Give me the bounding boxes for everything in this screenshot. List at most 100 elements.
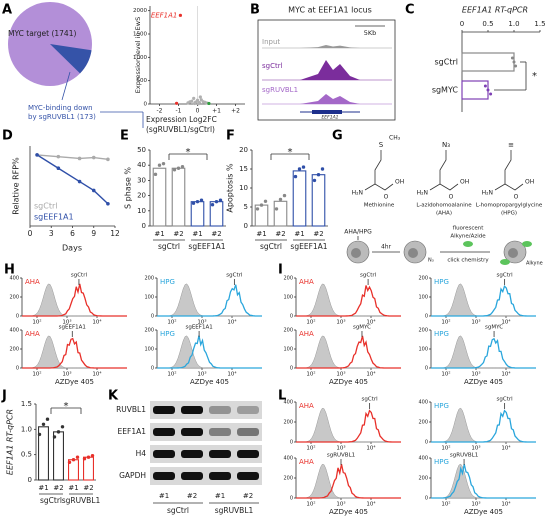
bond — [439, 150, 447, 184]
sample-label: sgCtrl — [360, 273, 377, 279]
molecule-name: (AHA) — [436, 211, 452, 217]
category-label: #2 — [313, 230, 323, 238]
bar — [311, 174, 326, 227]
category-label: #1 — [294, 230, 304, 238]
molecule-name: L-azidohomoalanine — [416, 203, 472, 209]
sample-label: sgCtrl — [71, 273, 88, 279]
x-axis-label: AZDye 405 — [464, 378, 503, 386]
point — [157, 163, 162, 167]
y-tick-label: 200 — [418, 276, 428, 282]
scale-label: 5Kb — [364, 29, 377, 37]
x-tick-label: 1.0 — [508, 20, 519, 28]
group-label: sgCtrl — [260, 242, 282, 251]
x-tick-label: 10⁴ — [92, 371, 102, 378]
y-tick-label: 30 — [137, 176, 146, 184]
y-tick-label: 0 — [151, 366, 154, 372]
step-label: 4hr — [381, 244, 392, 251]
lane-label: #2 — [187, 492, 197, 500]
bar — [292, 170, 307, 227]
lane-label: #1 — [215, 492, 225, 500]
blot-background — [150, 445, 262, 463]
legend-label: sgEEF1A1 — [34, 213, 74, 222]
x-tick-label: 0 — [196, 108, 200, 115]
band — [237, 406, 259, 414]
bar — [52, 431, 64, 481]
point — [218, 198, 223, 202]
group-label: sgCtrl — [158, 242, 180, 251]
sample-histogram — [431, 409, 536, 443]
panel-letter: L — [278, 389, 286, 404]
point — [106, 157, 110, 162]
y-tick-label: 0 — [425, 314, 428, 320]
line — [37, 154, 109, 161]
x-tick-label: 10² — [306, 371, 315, 378]
y-tick-label: 200 — [418, 476, 428, 482]
y-tick-label: 200 — [283, 276, 293, 282]
band — [181, 450, 203, 458]
bond — [504, 150, 512, 184]
bar — [461, 80, 489, 100]
x-axis-label: AZDye 405 — [464, 508, 503, 516]
y-tick-label: 20 — [239, 146, 248, 154]
y-tick-label: 400 — [418, 456, 428, 462]
sample-histogram — [157, 335, 262, 369]
y-tick-label: 100 — [418, 347, 428, 353]
sample-label: sgEEF1A1 — [185, 325, 212, 331]
track-label: Input — [262, 38, 280, 46]
x-tick-label: 10² — [306, 319, 315, 326]
group-label: sgEEF1A1 — [188, 242, 225, 251]
group-label: sgRUVBL1 — [62, 496, 101, 505]
y-tick-label: 0 — [142, 222, 146, 230]
point — [91, 155, 96, 160]
probe-label: HPG — [434, 458, 449, 466]
band — [181, 472, 203, 480]
panel-letter: B — [250, 3, 260, 18]
atom-label: OH — [525, 179, 534, 186]
x-tick-label: 10⁴ — [92, 319, 102, 326]
significance: * — [288, 147, 293, 158]
nucleus — [508, 248, 518, 258]
panel-letter: K — [108, 389, 119, 404]
sample-label: sgMYC — [485, 325, 503, 331]
frame — [257, 19, 396, 121]
molecule-name: L-homopropargylglycine — [476, 203, 543, 209]
reagent-label: fluorescent — [453, 226, 485, 232]
lane-label: #2 — [243, 492, 253, 500]
atom-label: S — [379, 141, 384, 149]
band — [153, 428, 175, 436]
control-histogram — [21, 335, 127, 369]
bond — [364, 183, 394, 191]
point — [77, 179, 82, 184]
x-tick-label: 10⁴ — [501, 501, 511, 508]
point — [172, 168, 177, 172]
category-label: #2 — [275, 230, 285, 238]
blot-row-label: EEF1A1 — [118, 427, 147, 436]
x-tick-label: 10⁴ — [366, 371, 376, 378]
bar — [190, 201, 205, 227]
y-tick-label: 15 — [239, 165, 248, 173]
atom-label: H₂N — [352, 190, 363, 197]
panel-letter: E — [120, 129, 129, 144]
band — [237, 428, 259, 436]
y-tick-label: 5 — [244, 203, 248, 211]
x-tick-label: 10³ — [336, 371, 345, 378]
bar — [273, 200, 288, 227]
y-tick-label: 0 — [28, 476, 32, 484]
category-label: sgCtrl — [435, 58, 458, 67]
sample-histogram — [22, 283, 127, 317]
category-label: #1 — [38, 484, 48, 492]
y-tick-label: 500 — [137, 78, 148, 84]
y-tick-label: 0 — [244, 222, 248, 230]
x-tick-label: 10³ — [62, 371, 71, 378]
point — [35, 153, 39, 157]
sample-label: sgCtrl — [362, 397, 379, 403]
y-tick-label: 50 — [137, 146, 146, 154]
point — [297, 167, 302, 171]
y-tick-label: 200 — [283, 420, 293, 426]
x-axis-label: AZDye 405 — [190, 378, 229, 386]
y-tick-label: 100 — [144, 295, 154, 301]
y-tick-label: 200 — [9, 347, 19, 353]
point — [195, 199, 200, 204]
control-histogram — [431, 407, 536, 443]
point — [207, 101, 211, 106]
